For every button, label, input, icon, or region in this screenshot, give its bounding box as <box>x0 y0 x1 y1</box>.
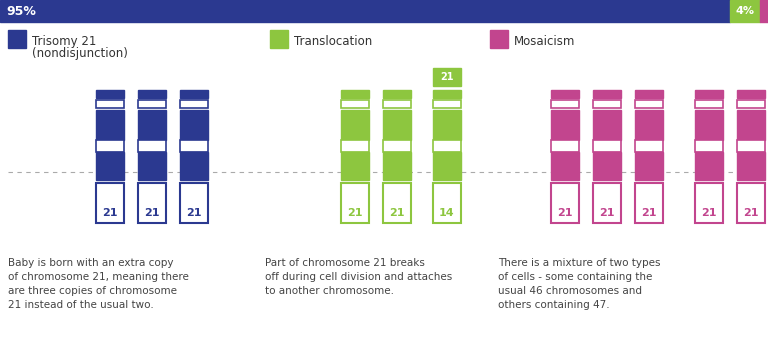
Bar <box>593 100 621 108</box>
Bar <box>96 183 124 223</box>
Text: Translocation: Translocation <box>294 35 372 48</box>
Text: 14: 14 <box>439 208 455 218</box>
Bar <box>551 140 579 152</box>
Bar <box>635 152 663 180</box>
Bar <box>383 90 411 98</box>
Bar <box>635 110 663 140</box>
Bar <box>695 183 723 223</box>
Bar <box>180 152 208 180</box>
Bar <box>138 183 166 223</box>
Text: Trisomy 21: Trisomy 21 <box>32 35 96 48</box>
Text: 21: 21 <box>144 208 160 218</box>
Bar <box>551 183 579 223</box>
Text: 21: 21 <box>440 72 454 82</box>
Bar <box>551 110 579 140</box>
Bar <box>433 183 461 223</box>
Bar <box>96 110 124 140</box>
Bar <box>180 140 208 152</box>
Bar <box>8 30 26 48</box>
Bar <box>138 152 166 180</box>
Bar <box>341 100 369 108</box>
Bar <box>383 183 411 223</box>
Bar <box>737 140 765 152</box>
Bar <box>760 0 768 22</box>
Bar <box>341 183 369 223</box>
Bar <box>551 100 579 108</box>
Bar <box>96 140 124 152</box>
Bar <box>433 152 461 180</box>
Bar <box>341 140 369 152</box>
Text: Mosaicism: Mosaicism <box>514 35 575 48</box>
Bar <box>433 110 461 140</box>
Text: (nondisjunction): (nondisjunction) <box>32 47 128 60</box>
Bar <box>695 152 723 180</box>
Bar <box>270 30 288 48</box>
Bar <box>737 152 765 180</box>
Bar <box>737 100 765 108</box>
Bar <box>593 152 621 180</box>
Bar <box>593 140 621 152</box>
Text: 21: 21 <box>389 208 405 218</box>
Bar <box>730 0 760 22</box>
Bar <box>341 152 369 180</box>
Bar <box>96 100 124 108</box>
Bar <box>433 68 461 86</box>
Bar <box>341 110 369 140</box>
Bar <box>593 110 621 140</box>
Bar <box>138 140 166 152</box>
Text: There is a mixture of two types
of cells - some containing the
usual 46 chromoso: There is a mixture of two types of cells… <box>498 258 660 310</box>
Text: 21: 21 <box>347 208 362 218</box>
Bar <box>96 152 124 180</box>
Bar <box>138 90 166 98</box>
Bar <box>635 183 663 223</box>
Text: Part of chromosome 21 breaks
off during cell division and attaches
to another ch: Part of chromosome 21 breaks off during … <box>265 258 452 296</box>
Bar <box>180 183 208 223</box>
Bar <box>383 140 411 152</box>
Bar <box>737 110 765 140</box>
Bar <box>695 100 723 108</box>
Text: Baby is born with an extra copy
of chromosome 21, meaning there
are three copies: Baby is born with an extra copy of chrom… <box>8 258 189 310</box>
Bar <box>180 110 208 140</box>
Bar <box>695 140 723 152</box>
Bar <box>737 90 765 98</box>
Bar <box>138 110 166 140</box>
Bar <box>635 100 663 108</box>
Bar <box>635 140 663 152</box>
Bar <box>341 90 369 98</box>
Bar <box>695 110 723 140</box>
Text: 21: 21 <box>743 208 759 218</box>
Bar <box>593 90 621 98</box>
Bar <box>180 100 208 108</box>
Bar <box>551 152 579 180</box>
Bar <box>0 0 730 22</box>
Text: 21: 21 <box>102 208 118 218</box>
Bar <box>551 90 579 98</box>
Bar <box>138 100 166 108</box>
Bar <box>383 100 411 108</box>
Text: 21: 21 <box>558 208 573 218</box>
Text: 21: 21 <box>641 208 657 218</box>
Bar <box>383 110 411 140</box>
Bar <box>180 90 208 98</box>
Bar <box>433 90 461 98</box>
Bar <box>433 140 461 152</box>
Bar <box>383 152 411 180</box>
Text: 95%: 95% <box>6 5 36 17</box>
Bar <box>96 90 124 98</box>
Bar <box>737 183 765 223</box>
Text: 21: 21 <box>187 208 202 218</box>
Bar <box>635 90 663 98</box>
Bar <box>593 183 621 223</box>
Bar <box>433 100 461 108</box>
Bar <box>695 90 723 98</box>
Text: 21: 21 <box>701 208 717 218</box>
Text: 4%: 4% <box>736 6 754 16</box>
Text: 21: 21 <box>599 208 614 218</box>
Bar <box>490 30 508 48</box>
